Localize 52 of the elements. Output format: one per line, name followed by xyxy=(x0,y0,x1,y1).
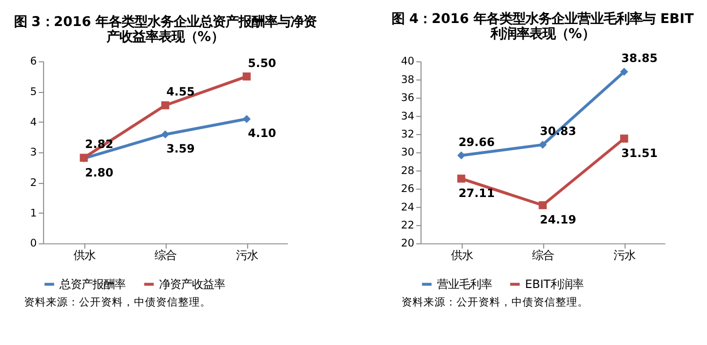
point xyxy=(538,140,547,149)
point xyxy=(242,114,251,123)
y-tick-label: 0 xyxy=(30,238,37,250)
y-tick-label: 22 xyxy=(400,219,414,232)
legend-label: 营业毛利率 xyxy=(436,277,492,292)
y-tick-label: 36 xyxy=(400,92,415,104)
data-label: 31.51 xyxy=(621,146,658,160)
y-tick-label: 20 xyxy=(400,238,414,250)
y-tick-label: 2 xyxy=(30,177,37,190)
point xyxy=(161,130,170,138)
point xyxy=(620,68,628,76)
text: 资料来源：公开资料，中债资信整理。 xyxy=(401,296,588,309)
x-tick-label: 污水 xyxy=(236,248,258,262)
x-tick-label: 污水 xyxy=(614,248,636,262)
chart-title: 图 4：2016 年各类型水务企业营业毛利率与 EBIT 利润率表现（%） xyxy=(392,10,695,42)
point xyxy=(242,72,251,80)
y-tick-label: 3 xyxy=(30,146,37,159)
chart-title: 图 3：2016 年各类型水务企业总资产报酬率与净资产收益率表现（%） xyxy=(14,14,317,46)
y-tick-label: 34 xyxy=(400,110,415,122)
data-label: 29.66 xyxy=(458,134,495,149)
legend-label: 总资产报酬率 xyxy=(58,277,126,292)
y-tick-label: 4 xyxy=(30,116,38,128)
data-label: 4.55 xyxy=(166,84,195,99)
y-tick-label: 28 xyxy=(400,164,414,177)
point xyxy=(161,101,170,110)
point xyxy=(457,174,466,183)
data-label: 5.50 xyxy=(248,56,276,70)
point xyxy=(538,201,547,210)
y-tick-label: 32 xyxy=(400,128,414,140)
x-tick-label: 综合 xyxy=(154,248,177,262)
y-tick-label: 1 xyxy=(30,207,37,220)
point xyxy=(457,151,466,160)
y-tick-label: 40 xyxy=(400,56,414,68)
legend-label: 净资产收益率 xyxy=(159,277,226,292)
data-label: 38.85 xyxy=(621,51,658,66)
data-label: 27.11 xyxy=(458,186,495,200)
y-tick-label: 5 xyxy=(30,86,37,98)
x-tick-label: 供水 xyxy=(450,248,473,262)
data-label: 4.10 xyxy=(248,126,276,140)
text: 资料来源：公开资料，中债资信整理。 xyxy=(24,296,211,309)
data-label: 24.19 xyxy=(540,212,576,226)
y-tick-label: 38 xyxy=(400,74,414,86)
y-tick-label: 30 xyxy=(400,146,414,159)
point xyxy=(620,134,628,143)
data-label: 2.80 xyxy=(84,166,114,180)
x-tick-label: 供水 xyxy=(73,248,96,262)
data-label: 3.59 xyxy=(166,142,195,156)
y-tick-label: 26 xyxy=(400,183,415,196)
y-tick-label: 24 xyxy=(400,201,415,214)
legend-label: EBIT利润率 xyxy=(524,277,584,292)
y-tick-label: 6 xyxy=(30,56,38,68)
x-tick-label: 综合 xyxy=(532,248,554,262)
